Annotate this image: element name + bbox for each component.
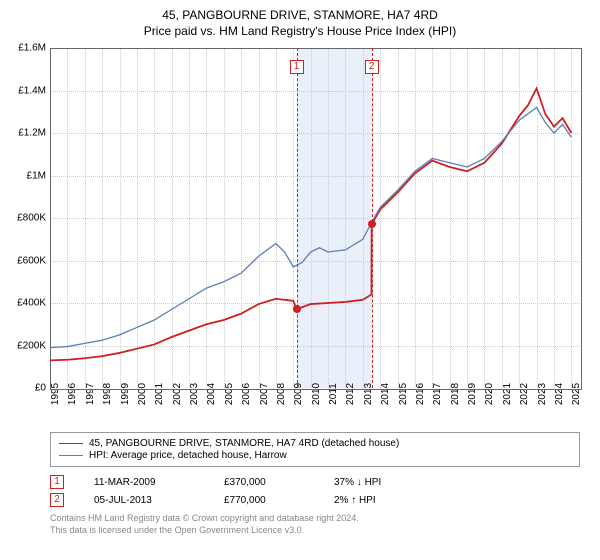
legend-row: 45, PANGBOURNE DRIVE, STANMORE, HA7 4RD … [59,438,571,449]
chart-title: 45, PANGBOURNE DRIVE, STANMORE, HA7 4RD … [0,0,600,39]
sale-dot [293,305,301,313]
legend-swatch [59,443,83,444]
sale-pct: 37% ↓ HPI [334,477,424,488]
y-tick-label: £1.4M [18,85,46,96]
sale-dot [368,220,376,228]
y-tick-label: £1.2M [18,128,46,139]
legend-box: 45, PANGBOURNE DRIVE, STANMORE, HA7 4RD … [50,432,580,467]
y-tick-label: £1.6M [18,43,46,54]
legend-row: HPI: Average price, detached house, Harr… [59,450,571,461]
sale-pct: 2% ↑ HPI [334,495,424,506]
y-tick-label: £400K [17,298,46,309]
sale-marker: 2 [365,60,379,74]
sale-price: £770,000 [224,495,304,506]
sale-price: £370,000 [224,477,304,488]
y-tick-label: £1M [27,170,46,181]
footnote-line2: This data is licensed under the Open Gov… [50,525,304,535]
sale-marker: 1 [290,60,304,74]
sale-vline [372,48,373,388]
chart-container: 45, PANGBOURNE DRIVE, STANMORE, HA7 4RD … [0,0,600,560]
sale-row: 1 11-MAR-2009 £370,000 37% ↓ HPI [50,475,580,489]
footnote: Contains HM Land Registry data © Crown c… [50,513,580,536]
title-line2: Price paid vs. HM Land Registry's House … [144,24,456,38]
series-price_paid [50,88,571,360]
title-line1: 45, PANGBOURNE DRIVE, STANMORE, HA7 4RD [162,8,438,22]
series-hpi [50,108,571,348]
legend-label: 45, PANGBOURNE DRIVE, STANMORE, HA7 4RD … [89,438,399,449]
y-tick-label: £800K [17,213,46,224]
sales-table: 1 11-MAR-2009 £370,000 37% ↓ HPI 2 05-JUL-201… [50,475,580,507]
legend-label: HPI: Average price, detached house, Harr… [89,450,287,461]
y-tick-label: £200K [17,340,46,351]
sale-row: 2 05-JUL-2013 £770,000 2% ↑ HPI [50,493,580,507]
sale-date: 11-MAR-2009 [94,477,194,488]
legend-swatch [59,455,83,456]
sale-vline [297,48,298,388]
footnote-line1: Contains HM Land Registry data © Crown c… [50,513,359,523]
chart-svg [50,48,580,388]
sale-marker-icon: 2 [50,493,64,507]
sale-marker-icon: 1 [50,475,64,489]
y-tick-label: £600K [17,255,46,266]
y-tick-label: £0 [35,383,46,394]
sale-date: 05-JUL-2013 [94,495,194,506]
legend-area: 45, PANGBOURNE DRIVE, STANMORE, HA7 4RD … [50,432,580,536]
